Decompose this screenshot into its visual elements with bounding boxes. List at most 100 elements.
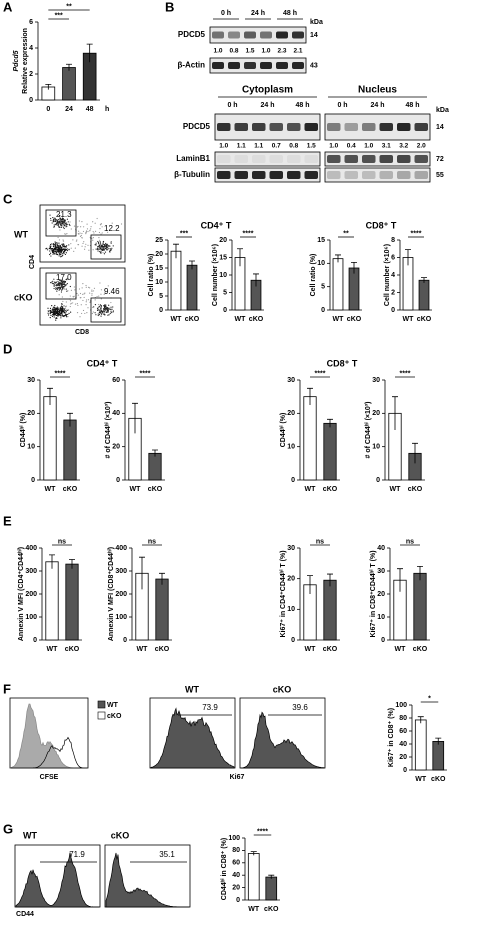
flow-dot <box>104 304 106 306</box>
bar <box>418 279 430 311</box>
flow-dot <box>52 280 54 282</box>
blot-band <box>362 171 376 179</box>
kda-label: kDa <box>310 19 323 26</box>
flow-dot <box>67 315 69 318</box>
error-bar <box>417 566 423 581</box>
flow-dot <box>73 250 75 252</box>
flow-dot <box>55 249 57 251</box>
y-axis-label: # of CD44ʰⁱ (×10³) <box>103 402 112 459</box>
y-tick-label: 0 <box>29 97 33 104</box>
flow-dot <box>59 246 61 248</box>
flow-dot <box>85 230 88 232</box>
flow-dot <box>84 312 86 315</box>
flow-dot <box>98 245 100 247</box>
error-bar <box>49 554 55 569</box>
flow-dot <box>70 247 72 249</box>
flow-dot <box>111 308 113 310</box>
flow-dot <box>62 286 64 289</box>
flow-dot <box>83 296 85 299</box>
blot-band <box>228 62 240 69</box>
flow-dot <box>63 286 66 288</box>
flow-dot <box>97 313 99 315</box>
flow-dot <box>62 243 65 245</box>
kda-value: 43 <box>310 62 318 69</box>
flow-dot <box>51 281 53 283</box>
flow-dot <box>100 233 102 235</box>
flow-dot <box>63 227 65 230</box>
flow-dot <box>66 225 68 227</box>
panel-label: F <box>3 681 11 696</box>
flow-dot <box>98 313 101 316</box>
flow-dot <box>92 249 94 251</box>
flow-dot <box>58 225 60 227</box>
flow-dot <box>91 312 94 315</box>
flow-dot <box>93 306 95 308</box>
flow-dot <box>60 250 62 252</box>
flow-dot <box>77 232 79 235</box>
flow-dot <box>60 305 63 307</box>
axis-label: CD44 <box>16 911 34 918</box>
time-label: 24 h <box>370 102 384 109</box>
flow-dot <box>59 251 61 253</box>
flow-dot <box>89 301 91 303</box>
group-title: CD4⁺ T <box>201 220 232 230</box>
flow-dot <box>56 288 58 290</box>
flow-dot <box>106 249 109 251</box>
gate-value: 12.2 <box>104 224 120 233</box>
gate-value: 9.46 <box>104 287 120 296</box>
flow-dot <box>86 223 88 225</box>
flow-dot <box>54 243 56 245</box>
flow-dot <box>66 232 68 235</box>
histogram <box>105 852 190 908</box>
flow-dot <box>51 305 53 307</box>
flow-dot <box>65 224 67 226</box>
flow-dot <box>100 306 102 308</box>
flow-dot <box>109 245 111 247</box>
flow-dot <box>49 248 52 250</box>
x-tick-label: 0 <box>46 106 50 113</box>
flow-dot <box>59 309 61 311</box>
flow-dot <box>58 226 60 228</box>
kda-value: 14 <box>310 32 318 39</box>
flow-dot <box>108 304 110 306</box>
y-tick-label: 0 <box>236 897 240 904</box>
y-tick-label: 0 <box>291 477 295 484</box>
flow-dot <box>55 311 57 313</box>
flow-dot <box>55 244 57 246</box>
flow-dot <box>100 293 102 295</box>
blot-band <box>244 31 256 39</box>
flow-dot <box>59 217 61 219</box>
histogram <box>240 711 325 769</box>
flow-dot <box>110 311 112 314</box>
fraction-label: Nucleus <box>358 85 397 96</box>
error-bar <box>86 43 93 63</box>
y-axis-label: Cell ratio (%) <box>148 254 155 297</box>
flow-dot <box>99 245 101 247</box>
y-axis-label: Cell number (×10⁶) <box>384 244 391 306</box>
flow-dot <box>72 296 74 298</box>
flow-dot <box>57 219 60 221</box>
blot-band <box>362 155 376 163</box>
y-tick-label: 30 <box>372 377 380 384</box>
flow-dot <box>72 239 74 241</box>
flow-dot <box>98 243 100 245</box>
y-tick-label: 10 <box>287 606 295 613</box>
flow-dot <box>61 285 63 287</box>
flow-dot <box>58 239 61 241</box>
flow-dot <box>101 226 103 228</box>
flow-dot <box>54 241 56 243</box>
flow-dot <box>58 242 60 244</box>
flow-dot <box>58 244 61 246</box>
flow-dot <box>57 244 59 246</box>
row-label: β-Actin <box>177 61 205 70</box>
y-tick-label: 400 <box>115 545 127 552</box>
flow-dot <box>98 244 100 246</box>
blot-band <box>397 171 411 179</box>
flow-dot <box>57 286 59 288</box>
flow-dot <box>105 305 107 307</box>
flow-dot <box>92 290 95 292</box>
x-tick-label: 48 <box>86 106 94 113</box>
x-tick-label: WT <box>305 646 317 653</box>
flow-dot <box>66 283 68 285</box>
panel-label: D <box>3 341 12 356</box>
